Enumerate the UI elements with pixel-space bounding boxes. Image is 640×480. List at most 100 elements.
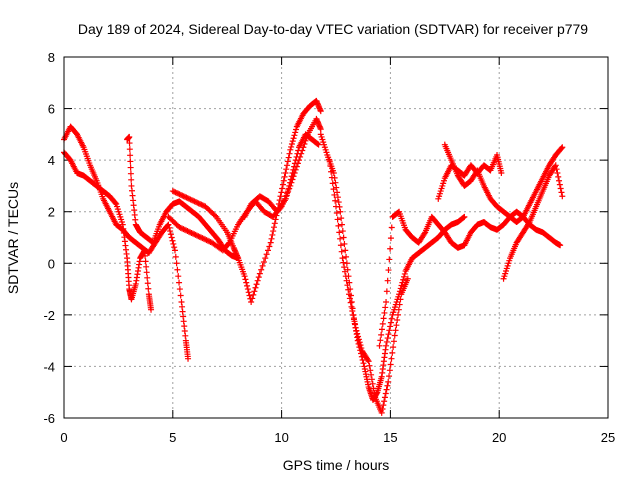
data-point (384, 335, 391, 342)
series-track-9 (376, 208, 564, 349)
data-point (336, 229, 343, 236)
data-point (281, 173, 288, 180)
data-point (355, 333, 362, 340)
data-point (171, 247, 178, 254)
data-point (170, 240, 177, 247)
data-point (389, 349, 396, 356)
data-point (165, 221, 172, 228)
data-point (270, 224, 277, 231)
data-point (400, 276, 407, 283)
data-point (269, 231, 276, 238)
data-point (383, 386, 390, 393)
data-point (255, 274, 262, 281)
data-point (317, 108, 324, 115)
data-point (166, 224, 173, 231)
data-point (368, 371, 375, 378)
data-point (381, 394, 388, 401)
data-point (397, 296, 404, 303)
data-point (365, 358, 372, 365)
data-point (246, 292, 253, 299)
data-point (364, 356, 371, 363)
data-point (173, 190, 180, 197)
data-point (182, 193, 189, 200)
data-point (383, 298, 390, 305)
data-point (180, 193, 187, 200)
data-point (199, 202, 206, 209)
data-point (337, 235, 344, 242)
data-point (195, 233, 202, 240)
data-point (378, 326, 385, 333)
data-point (211, 212, 218, 219)
data-point (254, 277, 261, 284)
data-point (293, 153, 300, 160)
data-point (199, 235, 206, 242)
data-point (167, 228, 174, 235)
data-point (179, 225, 186, 232)
data-point (142, 252, 149, 259)
data-point (243, 279, 250, 286)
grid (64, 57, 608, 418)
data-point (404, 275, 411, 282)
data-point (177, 191, 184, 198)
data-point (558, 145, 565, 152)
y-tick-label: -2 (43, 308, 55, 323)
data-point (332, 197, 339, 204)
data-point (346, 291, 353, 298)
data-point (126, 133, 133, 140)
data-point (141, 247, 148, 254)
data-point (385, 378, 392, 385)
data-point (346, 295, 353, 302)
data-point (198, 234, 205, 241)
data-point (388, 355, 395, 362)
data-point (191, 198, 198, 205)
data-point (334, 194, 341, 201)
data-point (191, 231, 198, 238)
data-point (176, 224, 183, 231)
data-point (252, 284, 259, 291)
data-point (112, 200, 119, 207)
data-point (345, 286, 352, 293)
data-point (126, 140, 133, 147)
data-point (328, 168, 335, 175)
data-point (335, 199, 342, 206)
data-point (338, 215, 345, 222)
data-point (388, 315, 395, 322)
data-point (184, 228, 191, 235)
data-point (289, 138, 296, 145)
data-point (192, 231, 199, 238)
data-point (382, 390, 389, 397)
data-point (175, 190, 182, 197)
data-point (352, 324, 359, 331)
data-point (225, 240, 232, 247)
series-track-11 (435, 151, 505, 202)
data-point (177, 292, 184, 299)
data-point (344, 282, 351, 289)
data-point (461, 213, 468, 220)
data-point (143, 263, 150, 270)
data-point (396, 301, 403, 308)
data-point (342, 273, 349, 280)
data-point (206, 238, 213, 245)
data-point (179, 192, 186, 199)
data-point (339, 255, 346, 262)
data-point (278, 189, 285, 196)
data-point (380, 315, 387, 322)
data-point (167, 231, 174, 238)
data-point (245, 289, 252, 296)
data-point (328, 174, 335, 181)
data-point (330, 186, 337, 193)
data-point (186, 195, 193, 202)
chart-title: Day 189 of 2024, Sidereal Day-to-day VTE… (78, 21, 588, 37)
data-point (189, 230, 196, 237)
data-point (554, 170, 561, 177)
data-point (288, 173, 295, 180)
data-point (340, 259, 347, 266)
data-point (287, 179, 294, 186)
data-point (181, 226, 188, 233)
data-point (343, 277, 350, 284)
y-tick-label: 2 (48, 205, 55, 220)
data-point (359, 356, 366, 363)
data-point (341, 264, 348, 271)
data-point (288, 141, 295, 148)
